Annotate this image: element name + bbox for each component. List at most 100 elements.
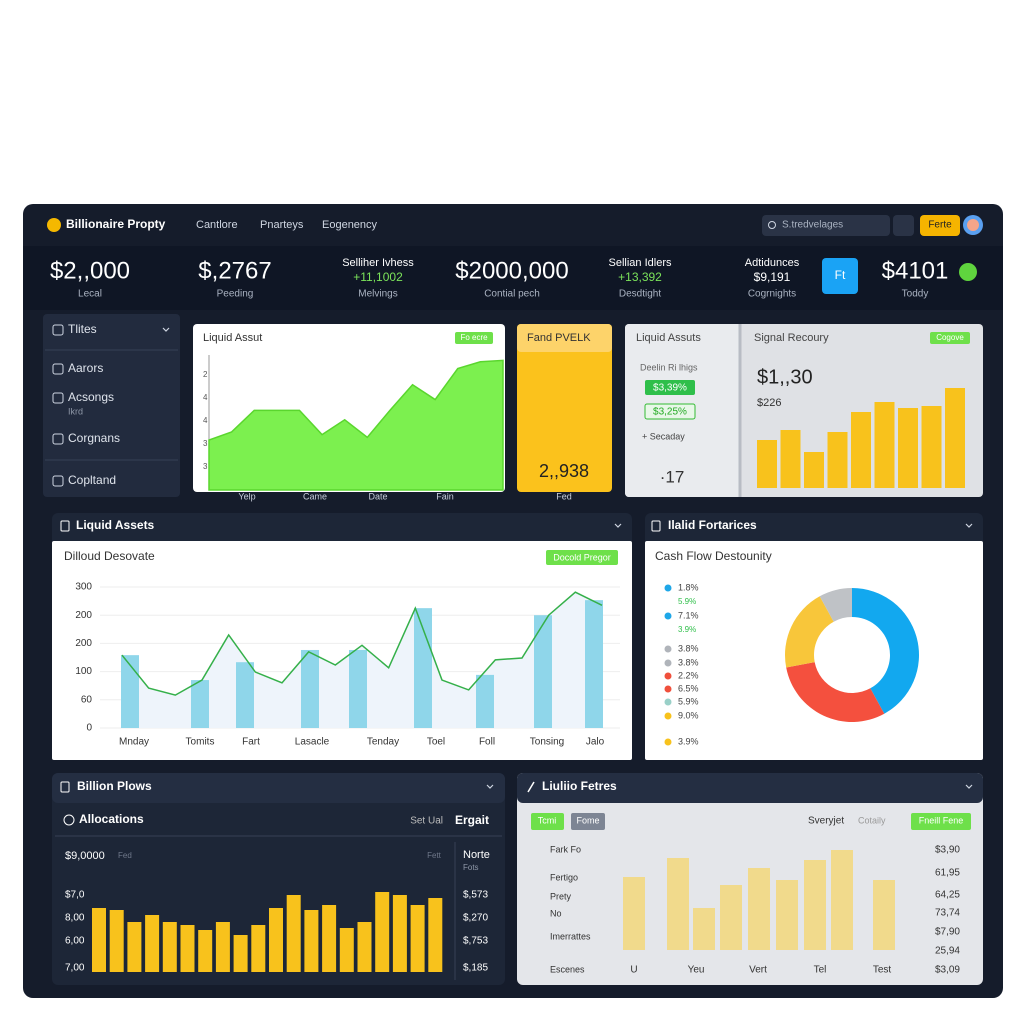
- bar: [804, 860, 826, 950]
- sidebar-item[interactable]: Tlites: [68, 322, 97, 336]
- y-tick-label: 4: [203, 416, 208, 425]
- legend-label: 5.9%: [678, 696, 699, 706]
- sidebar-item[interactable]: Acsongs: [68, 390, 114, 404]
- stat-value: $4101: [882, 257, 949, 284]
- link[interactable]: Sveryjet: [808, 816, 844, 827]
- stat-label: Toddy: [902, 289, 929, 300]
- side-sub: Fots: [463, 863, 479, 872]
- bar: [92, 908, 106, 972]
- bar: [748, 868, 770, 950]
- amount-tag: Fed: [118, 851, 132, 860]
- legend-dot: [664, 672, 672, 680]
- bar: [339, 928, 354, 972]
- row-value: $7,90: [935, 927, 960, 938]
- button-label[interactable]: Fome: [576, 815, 599, 825]
- sidebar-item[interactable]: Copltand: [68, 473, 116, 487]
- x-tick-label: Tomits: [186, 737, 215, 748]
- bar: [898, 408, 918, 488]
- bar: [286, 895, 301, 972]
- x-tick-label: Came: [303, 491, 327, 501]
- stat-value: +13,392: [618, 270, 662, 284]
- avatar-face: [967, 219, 979, 231]
- chevron: [162, 327, 170, 332]
- x-tick-label: Test: [873, 965, 892, 976]
- search-placeholder[interactable]: S.tredvelages: [782, 220, 843, 231]
- link[interactable]: Ergait: [455, 813, 489, 827]
- legend-dot: [664, 698, 672, 706]
- x-tick-label: Tel: [814, 965, 827, 976]
- nav-item[interactable]: Cantlore: [196, 219, 238, 231]
- panel-icon: [527, 781, 535, 793]
- card-title: Liquid Assut: [203, 332, 262, 344]
- x-tick-label: Jalo: [586, 737, 605, 748]
- bar: [392, 895, 407, 972]
- row-value: 25,94: [935, 946, 960, 957]
- nav-item[interactable]: Pnarteys: [260, 219, 304, 231]
- y-tick-label: 6,00: [65, 936, 85, 947]
- y-tick-label: 200: [75, 610, 92, 621]
- side-value: $,753: [463, 936, 488, 947]
- badge: [645, 380, 695, 395]
- status-dot: [959, 263, 977, 281]
- row-value: 61,95: [935, 868, 960, 879]
- badge: [546, 550, 618, 565]
- side-value: $,573: [463, 890, 488, 901]
- bar: [191, 680, 209, 728]
- chevron: [486, 784, 494, 789]
- bar: [667, 858, 689, 950]
- link[interactable]: Cotaily: [858, 815, 886, 825]
- stat-label: Cogrnights: [748, 289, 796, 300]
- card-value: $1,,30: [757, 366, 813, 388]
- section-title: Allocations: [79, 812, 144, 826]
- panel-icon: [60, 520, 70, 532]
- sidebar-item[interactable]: Corgnans: [68, 431, 120, 445]
- sidebar-item[interactable]: Ikrd: [68, 406, 83, 416]
- legend-dot: [664, 584, 672, 592]
- card-head: [517, 324, 612, 352]
- icon-tile: [822, 258, 858, 294]
- bar: [251, 925, 266, 972]
- stat-title: Sellian Idlers: [609, 257, 672, 269]
- card-sub: $226: [757, 397, 781, 409]
- y-tick-label: 7,00: [65, 963, 85, 974]
- x-tick-label: Toel: [427, 737, 445, 748]
- x-tick-label: Yeu: [688, 965, 705, 976]
- y-tick-label: 3: [203, 439, 208, 448]
- link[interactable]: Set Ual: [410, 816, 443, 827]
- y-tick-label: 300: [75, 582, 92, 593]
- sidebar-icon: [52, 392, 64, 404]
- x-tick-label: Foll: [479, 737, 495, 748]
- x-tick-label: Lasacle: [295, 737, 330, 748]
- bar: [827, 432, 848, 488]
- row-label: No: [550, 908, 562, 918]
- chevron: [614, 523, 622, 528]
- sidebar-item[interactable]: Aarors: [68, 361, 103, 375]
- nav-item[interactable]: Eogenency: [322, 219, 378, 231]
- button-label[interactable]: Tcmi: [538, 815, 557, 825]
- bar: [831, 850, 853, 950]
- header-button-label[interactable]: Ferte: [928, 220, 952, 231]
- bar: [874, 402, 895, 488]
- legend-sub: 3.9%: [678, 625, 696, 634]
- bar: [109, 910, 124, 972]
- legend-label: 2.2%: [678, 670, 699, 680]
- stat-label: Contial pech: [484, 289, 540, 300]
- donut-segment: [785, 596, 834, 668]
- bar: [410, 905, 425, 972]
- badge-label: $3,25%: [653, 407, 687, 418]
- donut-segment: [786, 662, 885, 722]
- panel-head: [517, 773, 983, 803]
- header-button: [920, 215, 960, 236]
- badge-label: Fneill Fene: [919, 815, 964, 825]
- bar: [198, 930, 213, 972]
- row-value: 73,74: [935, 908, 960, 919]
- x-tick-label: Tonsing: [530, 737, 564, 748]
- card-value: 2,,938: [539, 461, 589, 481]
- panel-title: Cash Flow Destounity: [655, 549, 772, 563]
- sidebar-icon: [52, 324, 64, 336]
- bar: [304, 910, 319, 972]
- side-title: Norte: [463, 849, 490, 861]
- badge-label: Cogove: [936, 333, 964, 342]
- icon-button: [893, 215, 914, 236]
